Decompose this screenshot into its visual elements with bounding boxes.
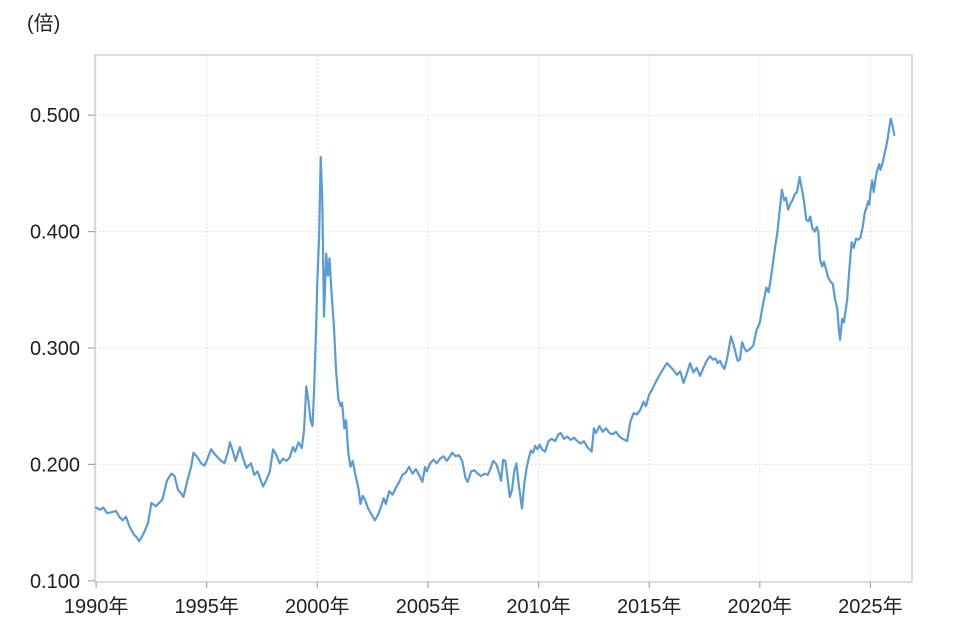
y-axis-tick-label: 0.400 bbox=[30, 222, 80, 244]
x-axis-tick-label: 2000年 bbox=[285, 595, 350, 618]
x-axis-tick-label: 2025年 bbox=[838, 595, 903, 618]
y-axis-unit-label: (倍) bbox=[27, 12, 60, 35]
y-axis-tick-label: 0.100 bbox=[30, 571, 80, 593]
plot-frame bbox=[94, 54, 913, 583]
axis-ticks bbox=[88, 114, 872, 588]
x-axis-tick-label: 2015年 bbox=[617, 595, 682, 618]
axis-labels: 0.100 0.200 0.300 0.400 0.500 1990年 1995年 2000年… bbox=[30, 105, 903, 618]
y-axis-tick-label: 0.200 bbox=[30, 454, 80, 476]
x-axis-tick-label: 1995年 bbox=[174, 595, 239, 618]
y-axis-tick-label: 0.500 bbox=[30, 105, 80, 127]
y-axis-tick-label: 0.300 bbox=[30, 338, 80, 360]
ratio-line bbox=[95, 117, 896, 543]
plot-border bbox=[94, 54, 913, 583]
x-axis-tick-label: 2010年 bbox=[506, 595, 571, 618]
x-axis-tick-label: 2020年 bbox=[728, 595, 793, 618]
x-axis-tick-label: 1990年 bbox=[64, 595, 129, 618]
data-series bbox=[95, 117, 896, 543]
gridlines bbox=[95, 55, 912, 582]
x-axis-tick-label: 2005年 bbox=[396, 595, 461, 618]
